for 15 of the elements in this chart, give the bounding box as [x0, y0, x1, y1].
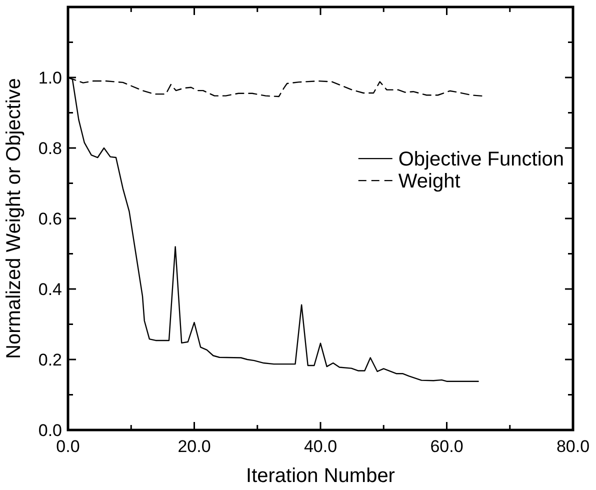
- x-tick-label: 20.0: [178, 437, 211, 456]
- y-axis-title: Normalized Weight or Objective: [3, 78, 25, 359]
- y-tick-label: 0.0: [38, 420, 62, 440]
- x-tick-label: 0.0: [56, 437, 80, 456]
- x-tick-label: 80.0: [556, 437, 590, 456]
- y-tick-label: 0.2: [38, 350, 62, 370]
- x-tick-label: 60.0: [430, 437, 464, 456]
- y-tick-label: 0.8: [38, 138, 62, 158]
- y-tick-label: 1.0: [38, 68, 62, 88]
- y-tick-label: 0.4: [38, 280, 62, 299]
- legend-label: Weight: [398, 170, 461, 193]
- x-axis-title: Iteration Number: [246, 465, 396, 487]
- y-tick-label: 0.6: [38, 209, 62, 228]
- x-tick-label: 40.0: [304, 437, 338, 456]
- legend-label: Objective Function: [398, 148, 564, 171]
